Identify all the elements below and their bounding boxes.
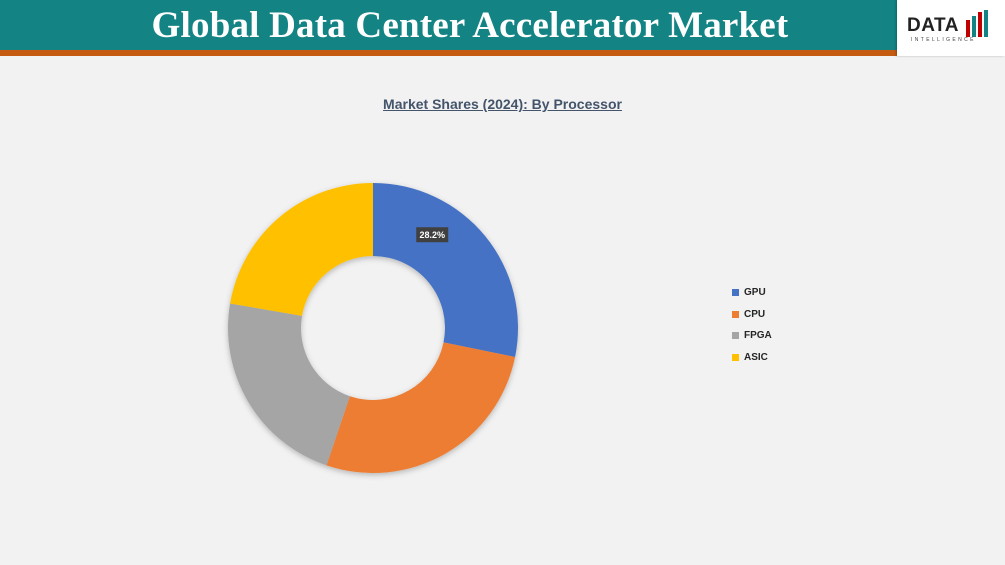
legend-swatch (732, 310, 739, 318)
chart-title: Market Shares (2024): By Processor (383, 96, 622, 112)
slice-cpu (326, 342, 516, 473)
legend-swatch (732, 332, 739, 340)
logo-subtitle: INTELLIGENCE (911, 37, 976, 43)
slice-fpga (228, 303, 350, 466)
slice-asic (230, 183, 373, 316)
legend-label: FPGA (744, 330, 772, 342)
legend-label: CPU (744, 308, 766, 320)
legend-label: GPU (744, 287, 766, 299)
slice-gpu (373, 183, 518, 357)
legend-item-gpu: GPU (732, 282, 772, 304)
chart-legend: GPU CPU FPGA ASIC (732, 282, 772, 368)
legend-swatch (732, 289, 739, 297)
legend-label: ASIC (744, 351, 768, 363)
legend-item-asic: ASIC (732, 347, 772, 369)
header-bar: Global Data Center Accelerator Market (0, 0, 897, 56)
page-title: Global Data Center Accelerator Market (151, 5, 789, 46)
legend-item-cpu: CPU (732, 304, 772, 326)
bar-chart-icon (966, 10, 988, 37)
logo-wordmark: DATA (907, 15, 959, 36)
data-label-gpu: 28.2% (419, 230, 445, 240)
data-label-box-gpu (416, 227, 449, 243)
legend-item-fpga: FPGA (732, 325, 772, 347)
legend-swatch (732, 353, 739, 361)
company-logo: DATA INTELLIGENCE (897, 0, 1005, 56)
